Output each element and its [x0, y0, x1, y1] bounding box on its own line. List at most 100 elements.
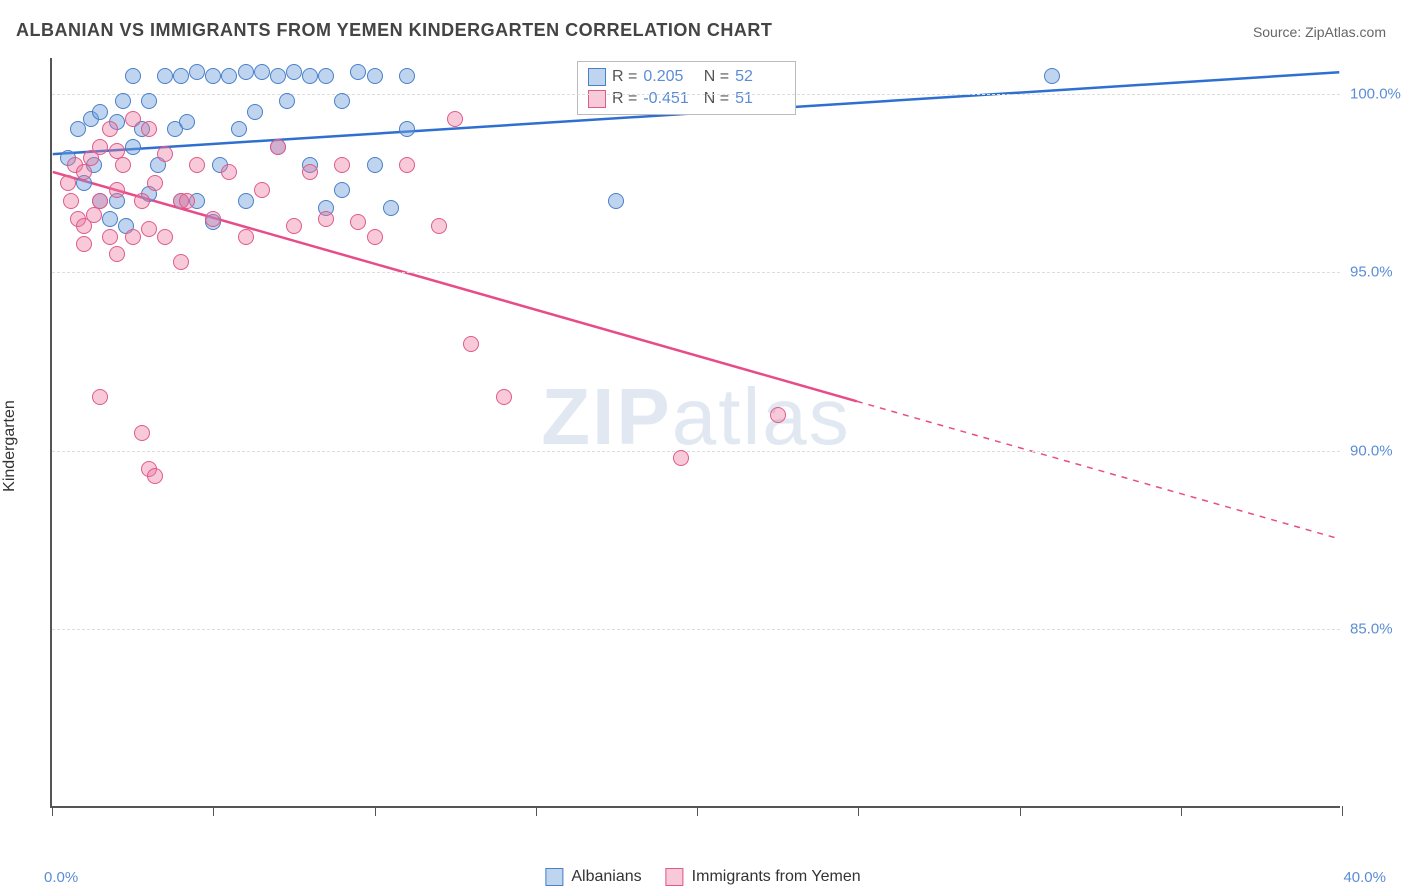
x-tick [536, 806, 537, 816]
scatter-point [92, 389, 108, 405]
scatter-point [205, 68, 221, 84]
x-tick [858, 806, 859, 816]
scatter-point [189, 64, 205, 80]
scatter-point [350, 64, 366, 80]
bottom-legend: Albanians Immigrants from Yemen [545, 868, 860, 886]
scatter-point [157, 68, 173, 84]
scatter-point [109, 143, 125, 159]
scatter-point [399, 68, 415, 84]
scatter-point [254, 64, 270, 80]
stat-n-value: 51 [735, 90, 785, 108]
scatter-point [334, 93, 350, 109]
scatter-point [189, 157, 205, 173]
scatter-point [76, 218, 92, 234]
scatter-point [125, 229, 141, 245]
scatter-point [92, 193, 108, 209]
scatter-point [334, 182, 350, 198]
scatter-point [134, 193, 150, 209]
x-axis-max-label: 40.0% [1343, 869, 1386, 886]
scatter-point [367, 157, 383, 173]
stats-row: R =0.205 N =52 [588, 66, 785, 88]
legend-item: Immigrants from Yemen [666, 868, 861, 886]
regression-lines [52, 58, 1340, 806]
plot-area: ZIPatlas R =0.205 N =52R =-0.451 N =51 8… [50, 58, 1340, 808]
legend-label: Albanians [571, 868, 641, 886]
scatter-point [141, 93, 157, 109]
scatter-point [286, 64, 302, 80]
scatter-point [447, 111, 463, 127]
trend-line [53, 172, 857, 401]
watermark: ZIPatlas [541, 371, 850, 463]
scatter-point [399, 157, 415, 173]
scatter-point [102, 211, 118, 227]
gridline [52, 94, 1340, 95]
y-tick-label: 85.0% [1350, 621, 1406, 638]
chart-title: ALBANIAN VS IMMIGRANTS FROM YEMEN KINDER… [16, 20, 772, 41]
stat-r-value: 0.205 [643, 68, 693, 86]
scatter-point [318, 211, 334, 227]
watermark-bold: ZIP [541, 372, 671, 461]
scatter-point [141, 221, 157, 237]
stat-r-value: -0.451 [643, 90, 693, 108]
series-swatch [588, 90, 606, 108]
scatter-point [102, 229, 118, 245]
scatter-point [221, 164, 237, 180]
scatter-point [92, 104, 108, 120]
x-tick [697, 806, 698, 816]
scatter-point [76, 236, 92, 252]
scatter-point [367, 229, 383, 245]
x-tick [375, 806, 376, 816]
scatter-point [431, 218, 447, 234]
scatter-point [367, 68, 383, 84]
scatter-point [141, 121, 157, 137]
x-tick [1181, 806, 1182, 816]
scatter-point [147, 468, 163, 484]
x-tick [1020, 806, 1021, 816]
watermark-rest: atlas [672, 372, 851, 461]
scatter-point [173, 68, 189, 84]
scatter-point [115, 93, 131, 109]
scatter-point [270, 68, 286, 84]
scatter-point [270, 139, 286, 155]
chart-container: ALBANIAN VS IMMIGRANTS FROM YEMEN KINDER… [0, 0, 1406, 892]
trend-line-extrapolated [857, 401, 1339, 539]
scatter-point [147, 175, 163, 191]
legend-item: Albanians [545, 868, 641, 886]
x-tick [213, 806, 214, 816]
scatter-point [254, 182, 270, 198]
stat-n-label: N = [699, 68, 729, 86]
scatter-point [115, 157, 131, 173]
scatter-point [318, 68, 334, 84]
scatter-point [279, 93, 295, 109]
y-tick-label: 100.0% [1350, 85, 1406, 102]
scatter-point [221, 68, 237, 84]
scatter-point [350, 214, 366, 230]
scatter-point [60, 175, 76, 191]
x-axis-min-label: 0.0% [44, 869, 78, 886]
scatter-point [157, 229, 173, 245]
scatter-point [205, 211, 221, 227]
scatter-point [334, 157, 350, 173]
stat-r-label: R = [612, 68, 637, 86]
scatter-point [247, 104, 263, 120]
scatter-point [238, 193, 254, 209]
scatter-point [383, 200, 399, 216]
gridline [52, 629, 1340, 630]
x-tick [52, 806, 53, 816]
stat-r-label: R = [612, 90, 637, 108]
scatter-point [399, 121, 415, 137]
scatter-point [231, 121, 247, 137]
scatter-point [109, 182, 125, 198]
gridline [52, 272, 1340, 273]
legend-swatch [666, 868, 684, 886]
scatter-point [125, 68, 141, 84]
scatter-point [770, 407, 786, 423]
scatter-point [63, 193, 79, 209]
scatter-point [173, 254, 189, 270]
y-tick-label: 95.0% [1350, 264, 1406, 281]
scatter-point [179, 193, 195, 209]
y-axis-title: Kindergarten [1, 400, 19, 492]
scatter-point [157, 146, 173, 162]
legend-swatch [545, 868, 563, 886]
scatter-point [76, 164, 92, 180]
